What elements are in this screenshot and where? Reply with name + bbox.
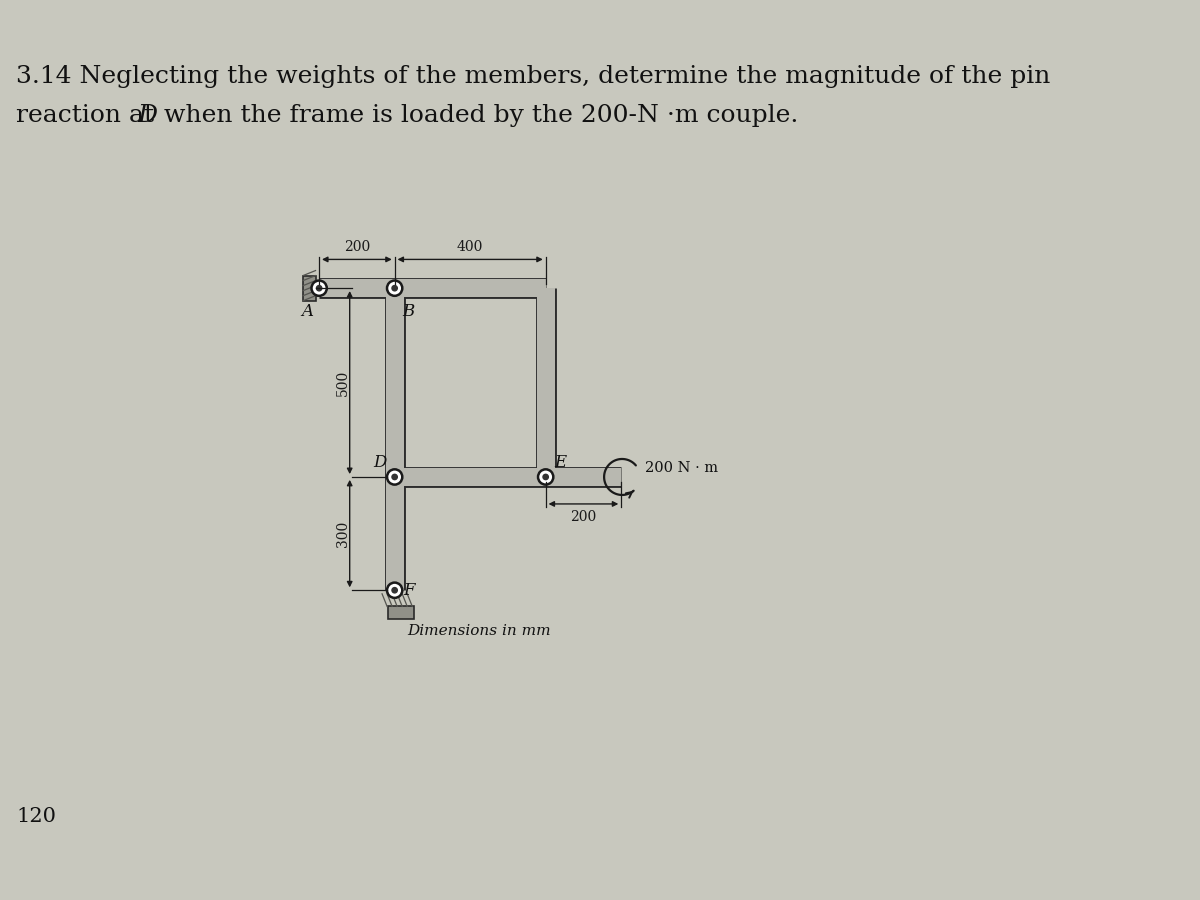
Circle shape <box>392 474 397 480</box>
Text: 400: 400 <box>457 240 484 254</box>
Text: Dimensions in mm: Dimensions in mm <box>407 625 551 638</box>
Text: 200: 200 <box>570 510 596 524</box>
Circle shape <box>392 285 397 291</box>
Text: E: E <box>553 454 566 471</box>
Text: D: D <box>373 454 386 471</box>
Text: 300: 300 <box>336 520 349 546</box>
Circle shape <box>392 588 397 593</box>
Circle shape <box>388 469 402 484</box>
Text: B: B <box>403 303 415 320</box>
Text: A: A <box>301 303 313 320</box>
Text: 200: 200 <box>343 240 370 254</box>
Circle shape <box>317 285 322 291</box>
Circle shape <box>312 281 326 296</box>
Bar <box>302 275 316 301</box>
Text: F: F <box>403 581 415 598</box>
Text: 3.14 Neglecting the weights of the members, determine the magnitude of the pin: 3.14 Neglecting the weights of the membe… <box>16 65 1050 88</box>
Text: reaction at: reaction at <box>16 104 162 127</box>
Circle shape <box>544 474 548 480</box>
Text: when the frame is loaded by the 200-N ·m couple.: when the frame is loaded by the 200-N ·m… <box>156 104 798 127</box>
Circle shape <box>388 281 402 296</box>
Text: 120: 120 <box>16 806 56 826</box>
Text: D: D <box>138 104 157 127</box>
Text: 200 N · m: 200 N · m <box>644 461 718 475</box>
Bar <box>389 607 414 619</box>
Circle shape <box>388 582 402 598</box>
Text: 500: 500 <box>336 370 349 396</box>
Circle shape <box>538 469 553 484</box>
